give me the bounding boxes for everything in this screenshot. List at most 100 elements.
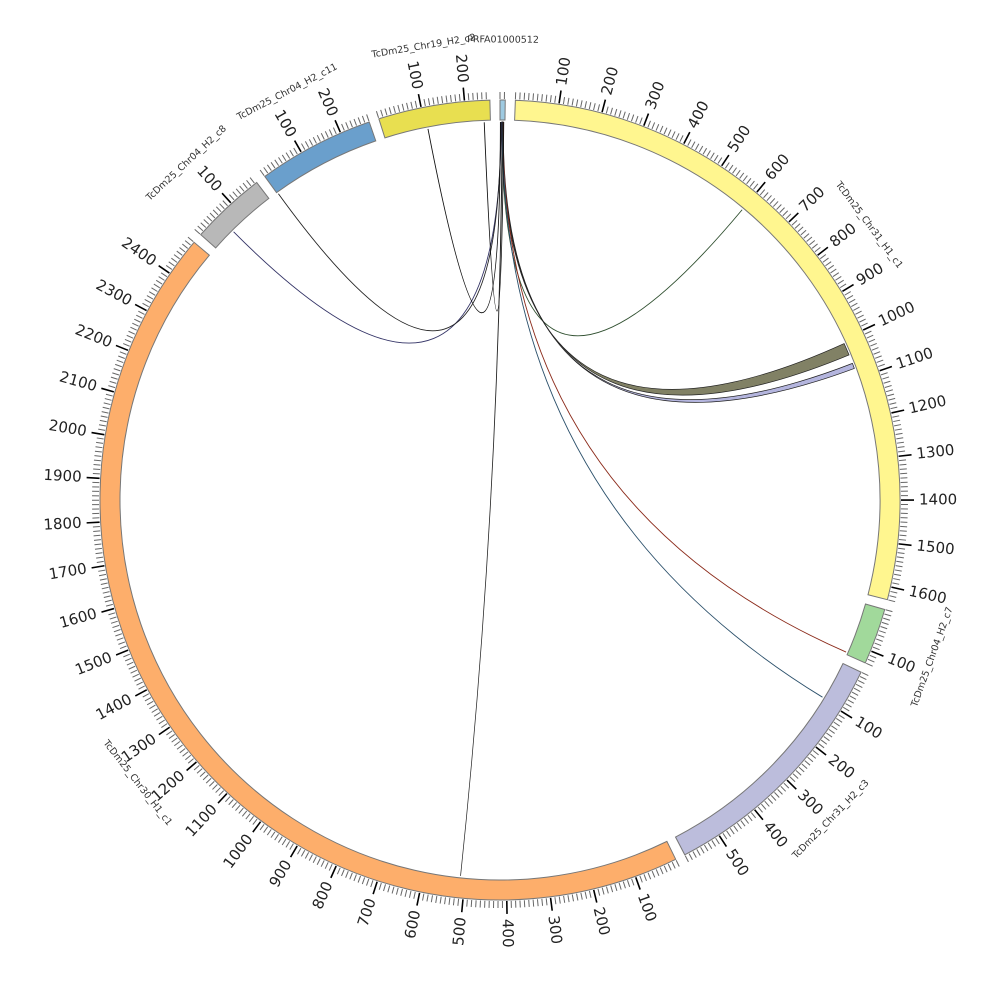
minor-tick	[837, 279, 844, 285]
major-tick	[289, 845, 298, 858]
minor-tick	[643, 874, 647, 881]
minor-tick	[848, 298, 856, 304]
minor-tick	[304, 852, 310, 859]
minor-tick	[277, 836, 283, 843]
minor-tick	[845, 703, 852, 708]
minor-tick	[597, 104, 601, 112]
minor-tick	[422, 893, 425, 901]
minor-tick	[855, 683, 863, 689]
minor-tick	[896, 437, 904, 440]
minor-tick	[868, 338, 876, 343]
minor-tick	[892, 415, 900, 418]
tick-label: 200	[452, 53, 472, 83]
minor-tick	[148, 291, 156, 296]
minor-tick	[575, 99, 579, 107]
major-tick	[330, 865, 337, 879]
minor-tick	[536, 899, 539, 907]
minor-tick	[366, 878, 370, 886]
minor-tick	[444, 897, 447, 905]
minor-tick	[400, 888, 403, 896]
minor-tick	[153, 712, 161, 717]
major-tick	[86, 476, 100, 480]
minor-tick	[248, 816, 254, 823]
minor-tick	[588, 102, 592, 110]
tick-label: 200	[825, 751, 859, 783]
minor-tick	[285, 841, 291, 848]
minor-tick	[545, 94, 548, 102]
minor-tick	[801, 763, 808, 769]
minor-tick	[780, 785, 787, 792]
tick-label: 100	[885, 649, 918, 676]
segment-PRFA01000512[interactable]	[499, 99, 506, 121]
minor-tick	[423, 99, 426, 107]
minor-tick	[96, 441, 104, 444]
minor-tick	[700, 846, 705, 854]
minor-tick	[109, 616, 117, 620]
major-tick	[643, 113, 650, 126]
minor-tick	[874, 355, 882, 359]
link-ribbon	[502, 121, 855, 403]
minor-tick	[383, 884, 386, 892]
segment-TcDm25_Chr30_H1_c1[interactable]	[99, 241, 677, 901]
segment-TcDm25_Chr04_H2_c7[interactable]	[846, 603, 886, 664]
minor-tick	[584, 101, 587, 109]
minor-tick	[171, 737, 178, 743]
minor-tick	[663, 127, 668, 135]
minor-tick	[341, 869, 345, 877]
minor-tick	[562, 97, 566, 105]
major-tick	[134, 303, 147, 312]
tick-label: 800	[308, 879, 336, 912]
minor-tick	[859, 676, 867, 681]
minor-tick	[667, 129, 672, 137]
minor-tick	[95, 446, 103, 449]
minor-tick	[324, 131, 329, 138]
minor-tick	[112, 624, 120, 629]
minor-tick	[729, 828, 735, 835]
minor-tick	[218, 790, 225, 797]
segment-TcDm25_Chr31_H2_c3[interactable]	[674, 662, 862, 856]
minor-tick	[161, 723, 168, 728]
minor-tick	[622, 111, 626, 119]
major-tick	[601, 99, 607, 113]
segment-TcDm25_Chr19_H2_c2[interactable]	[378, 99, 491, 139]
segment-TcDm25_Chr04_H2_c11[interactable]	[264, 121, 377, 194]
tick-label: 600	[401, 909, 424, 941]
minor-tick	[792, 773, 799, 779]
minor-tick	[232, 191, 238, 198]
segment-TcDm25_Chr31_H1_c1[interactable]	[514, 99, 901, 601]
major-tick	[549, 897, 553, 911]
minor-tick	[410, 101, 413, 109]
major-tick	[842, 283, 854, 293]
minor-tick	[832, 272, 840, 277]
minor-tick	[281, 154, 287, 162]
minor-tick	[432, 97, 435, 105]
minor-tick	[885, 609, 893, 613]
major-tick	[101, 387, 115, 393]
minor-tick	[847, 699, 855, 704]
minor-tick	[659, 125, 664, 133]
minor-tick	[884, 613, 892, 617]
minor-tick	[229, 194, 235, 201]
segment-TcDm25_Chr04_H2_c8[interactable]	[199, 181, 270, 249]
minor-tick	[883, 617, 891, 621]
minor-tick	[753, 183, 759, 190]
minor-tick	[297, 847, 302, 855]
minor-tick	[144, 697, 152, 702]
minor-tick	[391, 886, 395, 894]
minor-tick	[740, 820, 746, 827]
minor-tick	[884, 385, 892, 388]
minor-tick	[134, 677, 141, 682]
minor-tick	[647, 872, 652, 880]
minor-tick	[118, 355, 125, 359]
minor-tick	[593, 103, 596, 111]
minor-tick	[684, 855, 689, 863]
minor-tick	[357, 875, 362, 883]
minor-tick	[98, 569, 106, 572]
tick-label: 300	[544, 914, 565, 945]
minor-tick	[803, 233, 810, 239]
minor-tick	[782, 210, 789, 217]
minor-tick	[776, 204, 782, 210]
minor-tick	[312, 856, 317, 863]
minor-tick	[100, 415, 108, 418]
minor-tick	[274, 159, 280, 166]
